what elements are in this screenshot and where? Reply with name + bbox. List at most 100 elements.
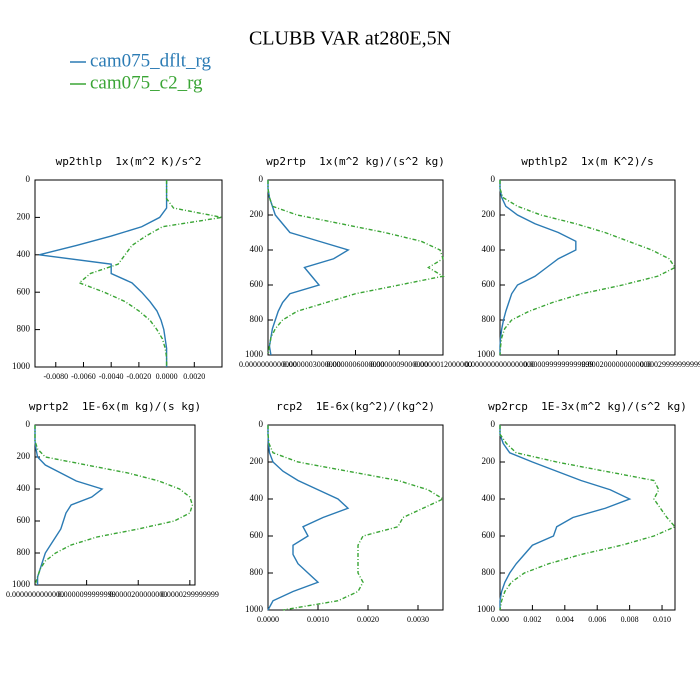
y-tick-label: 400 [482, 244, 496, 254]
y-tick-label: 200 [482, 209, 496, 219]
x-tick-label: -0.0060 [71, 372, 96, 381]
y-tick-label: 600 [482, 530, 496, 540]
y-tick-label: 200 [250, 209, 264, 219]
panel: wp2rtp 1x(m^2 kg)/(s^2 kg)0 200 400 600 800 1… [239, 155, 472, 369]
profile-line [267, 180, 350, 356]
x-tick-label: 0.008 [621, 615, 639, 624]
profile-line [499, 180, 577, 355]
y-tick-label: 400 [17, 483, 31, 493]
figure-title: CLUBB VAR at280E,5N [249, 28, 451, 50]
y-tick-label: 0 [26, 174, 31, 184]
y-tick-label: 600 [17, 515, 31, 525]
profile-line [77, 180, 223, 367]
y-tick-label: 0 [491, 174, 496, 184]
profile-line [267, 180, 445, 356]
y-tick-label: 400 [17, 249, 31, 259]
x-tick-label: 0.0000006000000 [327, 360, 385, 369]
x-tick-label: 0.002 [523, 615, 541, 624]
plot-frame [499, 179, 676, 356]
y-tick-label: 1000 [12, 579, 31, 589]
panel-title: wprtp2 1E-6x(m kg)/(s kg) [29, 400, 201, 413]
y-tick-label: 200 [250, 456, 264, 466]
x-tick-label: 0.0000299999999 [161, 590, 219, 599]
panel: wp2thlp 1x(m^2 K)/s^2 0 200 400 600 800 1000 -0… [12, 155, 223, 381]
y-tick-label: 200 [17, 211, 31, 221]
y-tick-label: 400 [482, 493, 496, 503]
x-tick-label: 0.010 [653, 615, 671, 624]
x-tick-label: 0.0020 [357, 615, 379, 624]
y-tick-label: 800 [250, 314, 264, 324]
panel-title: wp2rtp 1x(m^2 kg)/(s^2 kg) [266, 155, 445, 168]
x-tick-label: 0.0000 [257, 615, 279, 624]
plot-frame [34, 179, 223, 368]
x-tick-label: 0.0010 [307, 615, 329, 624]
y-tick-label: 600 [482, 279, 496, 289]
x-tick-label: 0.006 [588, 615, 606, 624]
panel: rcp2 1E-6x(kg^2)/(kg^2) 0 200 400 600 800 1000… [245, 400, 445, 624]
y-tick-label: 200 [17, 451, 31, 461]
y-tick-label: 0 [491, 419, 496, 429]
x-tick-label: 0.0002999999999999 [640, 360, 700, 369]
y-tick-label: 1000 [477, 349, 496, 359]
x-tick-label: 0.0030 [407, 615, 429, 624]
profile-line [267, 425, 445, 611]
y-tick-label: 600 [250, 279, 264, 289]
profile-line [499, 425, 677, 611]
y-tick-label: 0 [26, 419, 31, 429]
panel-title: wpthlp2 1x(m K^2)/s [521, 155, 653, 168]
profile-line [267, 425, 350, 611]
y-tick-label: 600 [250, 530, 264, 540]
x-tick-label: 0.0000000000000000 [465, 360, 535, 369]
profile-line [34, 425, 104, 585]
x-tick-label: -0.0040 [99, 372, 124, 381]
x-tick-label: -0.0080 [43, 372, 68, 381]
y-tick-label: 200 [482, 456, 496, 466]
y-tick-label: 1000 [12, 361, 31, 371]
y-tick-label: 0 [259, 419, 264, 429]
panel: wpthlp2 1x(m K^2)/s020040060080010000.00… [465, 155, 700, 369]
x-tick-label: 0.0000200000000 [109, 590, 167, 599]
x-tick-label: 0.0000999999999999 [523, 360, 593, 369]
y-tick-label: 0 [259, 174, 264, 184]
plot-frame [499, 424, 676, 611]
panel-title: wp2thlp 1x(m^2 K)/s^2 [56, 155, 202, 168]
x-tick-label: 0.004 [556, 615, 574, 624]
x-tick-label: 0.0000000000000 [239, 360, 297, 369]
y-tick-label: 400 [250, 244, 264, 254]
legend-label: cam075_dflt_rg [90, 50, 212, 71]
x-tick-label: 0.0020 [183, 372, 205, 381]
plot-frame [34, 424, 196, 586]
panel: wprtp2 1E-6x(m kg)/(s kg) 0 200 400 600 800 10… [6, 400, 219, 599]
x-tick-label: 0.0000009000000 [370, 360, 428, 369]
y-tick-label: 1000 [245, 604, 264, 614]
x-tick-label: 0.0000003000000 [283, 360, 341, 369]
x-tick-label: 0.0000 [156, 372, 178, 381]
y-tick-label: 800 [250, 567, 264, 577]
x-tick-label: 0.0000012000000 [414, 360, 472, 369]
y-tick-label: 1000 [245, 349, 264, 359]
y-tick-label: 800 [482, 314, 496, 324]
y-tick-label: 800 [482, 567, 496, 577]
panel-title: wp2rcp 1E-3x(m^2 kg)/(s^2 kg) [488, 400, 687, 413]
y-tick-label: 400 [250, 493, 264, 503]
plot-frame [267, 424, 444, 611]
x-tick-label: 0.0000000000000 [6, 590, 64, 599]
profile-line [499, 180, 677, 356]
profile-line [499, 425, 632, 610]
x-tick-label: 0.0000099999999 [58, 590, 116, 599]
plot-frame [267, 179, 444, 356]
x-tick-label: -0.0020 [127, 372, 152, 381]
x-tick-label: 0.000 [491, 615, 509, 624]
y-tick-label: 1000 [477, 604, 496, 614]
x-tick-label: 0.0002000000000000 [582, 360, 652, 369]
legend-label: cam075_c2_rg [90, 72, 203, 93]
y-tick-label: 800 [17, 547, 31, 557]
profile-line [38, 180, 168, 367]
y-tick-label: 800 [17, 324, 31, 334]
profile-line [34, 425, 194, 586]
panel-title: rcp2 1E-6x(kg^2)/(kg^2) [276, 400, 435, 413]
y-tick-label: 600 [17, 286, 31, 296]
panel: wp2rcp 1E-3x(m^2 kg)/(s^2 kg) 0 200 400 600 8… [477, 400, 687, 624]
